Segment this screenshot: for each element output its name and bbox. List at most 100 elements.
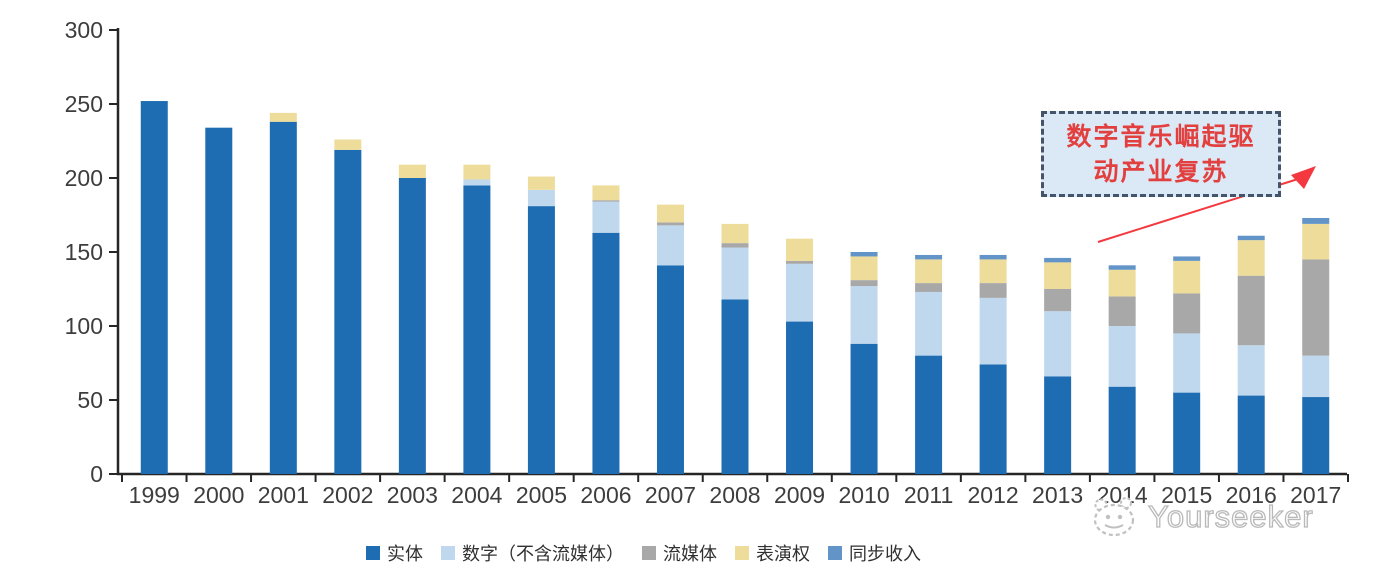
x-axis-label-2002: 2002 [322,482,373,508]
bar-segment-实体-2010 [850,343,878,474]
bar-segment-数字（不含流媒体）-2006 [592,201,620,233]
y-axis-tick-label: 150 [65,239,103,265]
annotation-text-line1: 数字音乐崛起驱 [1066,123,1256,151]
bar-segment-同步收入-2017 [1302,217,1330,224]
bar-segment-表演权-2010 [850,256,878,281]
x-axis-label-2008: 2008 [709,482,760,508]
x-axis-label-2000: 2000 [193,482,244,508]
bar-segment-同步收入-2011 [915,254,943,260]
bar-segment-同步收入-2010 [850,252,878,257]
bar-segment-实体-2012 [979,364,1007,474]
bar-segment-实体-2008 [721,299,749,474]
x-axis-label-2001: 2001 [258,482,309,508]
bar-segment-数字（不含流媒体）-2011 [915,291,943,356]
x-axis-label-2015: 2015 [1161,482,1212,508]
bar-segment-实体-2016 [1237,395,1265,474]
bar-segment-数字（不含流媒体）-2015 [1173,333,1201,393]
bar-segment-同步收入-2014 [1108,265,1136,270]
bar-segment-数字（不含流媒体）-2016 [1237,345,1265,396]
bar-segment-数字（不含流媒体）-2017 [1302,355,1330,398]
legend-label: 表演权 [756,544,810,564]
bar-segment-数字（不含流媒体）-2004 [463,179,491,186]
legend-swatch [735,546,749,560]
bar-segment-表演权-2004 [463,164,491,180]
y-axis-tick-label: 100 [65,313,103,339]
watermark-text: Yourseeker [1147,498,1314,534]
bar-segment-数字（不含流媒体）-2012 [979,297,1007,365]
legend-swatch [828,546,842,560]
bar-segment-数字（不含流媒体）-2009 [786,263,814,322]
bar-segment-同步收入-2012 [979,254,1007,260]
bar-segment-表演权-2015 [1173,260,1201,294]
bar-segment-表演权-2014 [1108,269,1136,297]
y-axis-tick-label: 300 [65,17,103,43]
bar-segment-表演权-2006 [592,185,620,201]
legend-label: 同步收入 [849,544,921,564]
bar-segment-实体-2015 [1173,392,1201,474]
bar-segment-数字（不含流媒体）-2008 [721,247,749,300]
x-axis-label-2007: 2007 [645,482,696,508]
bar-segment-数字（不含流媒体）-2010 [850,286,878,344]
legend-swatch [441,546,455,560]
watermark: Yourseeker [1090,496,1314,538]
legend-item-数字（不含流媒体）: 数字（不含流媒体） [441,540,624,566]
annotation-callout-box: 数字音乐崛起驱 动产业复苏 [1041,111,1281,197]
bar-segment-实体-2017 [1302,397,1330,474]
bar-segment-实体-2003 [398,178,426,474]
bar-segment-流媒体-2014 [1108,296,1136,326]
bar-segment-流媒体-2016 [1237,275,1265,346]
bar-segment-数字（不含流媒体）-2005 [527,189,555,207]
x-axis-label-2005: 2005 [516,482,567,508]
bar-segment-实体-2004 [463,185,491,474]
bar-segment-流媒体-2017 [1302,259,1330,356]
bar-segment-流媒体-2009 [786,260,814,264]
legend-label: 流媒体 [663,544,717,564]
x-axis-label-2011: 2011 [904,482,953,508]
x-axis-label-2009: 2009 [774,482,825,508]
bar-segment-表演权-2003 [398,164,426,178]
x-axis-label-2013: 2013 [1032,482,1083,508]
bar-segment-实体-1999 [140,101,168,474]
legend-item-表演权: 表演权 [735,540,810,566]
bar-segment-表演权-2017 [1302,223,1330,260]
bar-segment-实体-2001 [269,121,297,474]
legend-item-流媒体: 流媒体 [642,540,717,566]
x-axis-label-2010: 2010 [838,482,889,508]
bar-segment-流媒体-2008 [721,243,749,248]
bar-segment-流媒体-2006 [592,200,620,202]
chart-legend: 实体 数字（不含流媒体） 流媒体 表演权 同步收入 [366,540,921,566]
bar-segment-表演权-2016 [1237,240,1265,276]
bar-segment-流媒体-2010 [850,280,878,287]
y-axis-tick-label: 250 [65,91,103,117]
bar-segment-数字（不含流媒体）-2013 [1044,311,1072,377]
x-axis-label-2012: 2012 [968,482,1019,508]
bar-segment-同步收入-2015 [1173,256,1201,261]
bar-segment-流媒体-2013 [1044,289,1072,312]
bar-segment-实体-2009 [786,321,814,474]
y-axis-tick-label: 50 [77,387,103,413]
bar-segment-实体-2000 [205,127,233,475]
bar-segment-同步收入-2013 [1044,257,1072,263]
bar-segment-实体-2007 [656,265,684,474]
bar-segment-表演权-2012 [979,259,1007,284]
bar-segment-表演权-2001 [269,112,297,122]
cartoon-face-icon [1093,497,1135,537]
bar-segment-实体-2002 [334,149,362,474]
bar-segment-流媒体-2012 [979,283,1007,298]
bar-segment-流媒体-2011 [915,283,943,292]
bar-segment-实体-2006 [592,232,620,474]
x-axis-label-1999: 1999 [129,482,180,508]
x-axis-label-2017: 2017 [1290,482,1341,508]
bar-segment-表演权-2009 [786,238,814,261]
legend-item-实体: 实体 [366,540,423,566]
annotation-arrow-head [1291,166,1316,189]
bar-segment-数字（不含流媒体）-2014 [1108,326,1136,387]
bar-segment-表演权-2007 [656,204,684,223]
bar-segment-实体-2005 [527,206,555,474]
bar-segment-表演权-2005 [527,176,555,190]
y-axis-tick-label: 0 [90,461,103,487]
legend-swatch [366,546,380,560]
bar-segment-实体-2013 [1044,376,1072,474]
